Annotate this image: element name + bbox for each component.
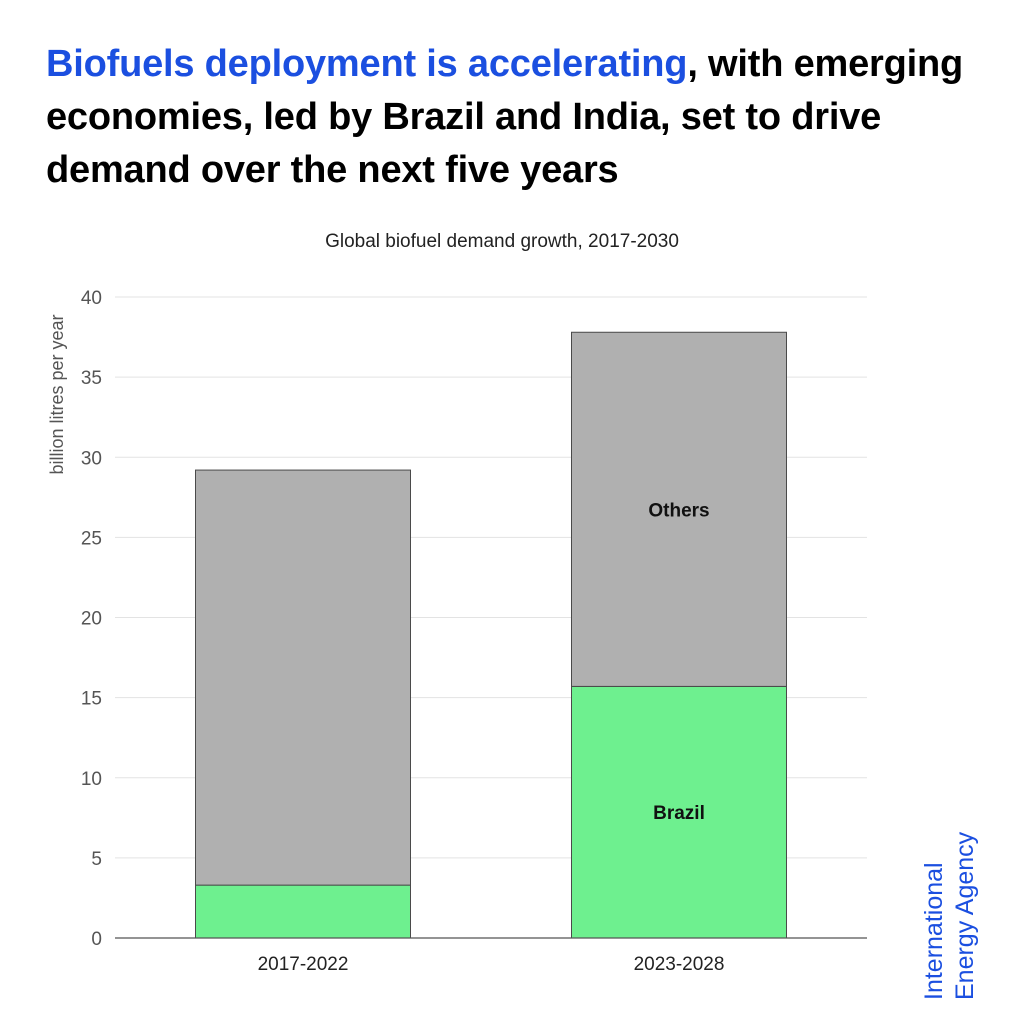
y-tick-label: 40 — [81, 288, 102, 309]
chart-title: Global biofuel demand growth, 2017-2030 — [325, 231, 679, 252]
y-tick-label: 20 — [81, 609, 102, 630]
headline-rest: , with emerging economies, led by Brazil… — [46, 43, 964, 191]
headline: Biofuels deployment is accelerating, wit… — [46, 38, 986, 197]
y-tick-label: 5 — [91, 849, 102, 870]
y-tick-label: 10 — [81, 769, 102, 790]
y-tick-label: 0 — [91, 929, 102, 950]
bar-segment — [195, 884, 411, 939]
x-tick-label: 2023-2028 — [634, 954, 725, 975]
brand-line-1: International — [920, 862, 948, 1000]
x-tick-label: 2017-2022 — [258, 954, 349, 975]
y-tick-label: 15 — [81, 689, 102, 710]
brand-line-2: Energy Agency — [951, 831, 979, 1000]
y-axis-label: billion litres per year — [47, 314, 67, 474]
y-tick-label: 25 — [81, 528, 102, 549]
segment-label: Others — [648, 500, 709, 521]
bar-segment — [571, 331, 787, 687]
segment-label: Brazil — [653, 803, 705, 824]
bar-segment — [195, 469, 411, 886]
y-tick-label: 30 — [81, 448, 102, 469]
iea-logo: International Energy Agency — [919, 740, 981, 1000]
bar-segment — [571, 685, 787, 939]
y-tick-label: 35 — [81, 368, 102, 389]
headline-highlight: Biofuels deployment is accelerating — [46, 43, 688, 85]
